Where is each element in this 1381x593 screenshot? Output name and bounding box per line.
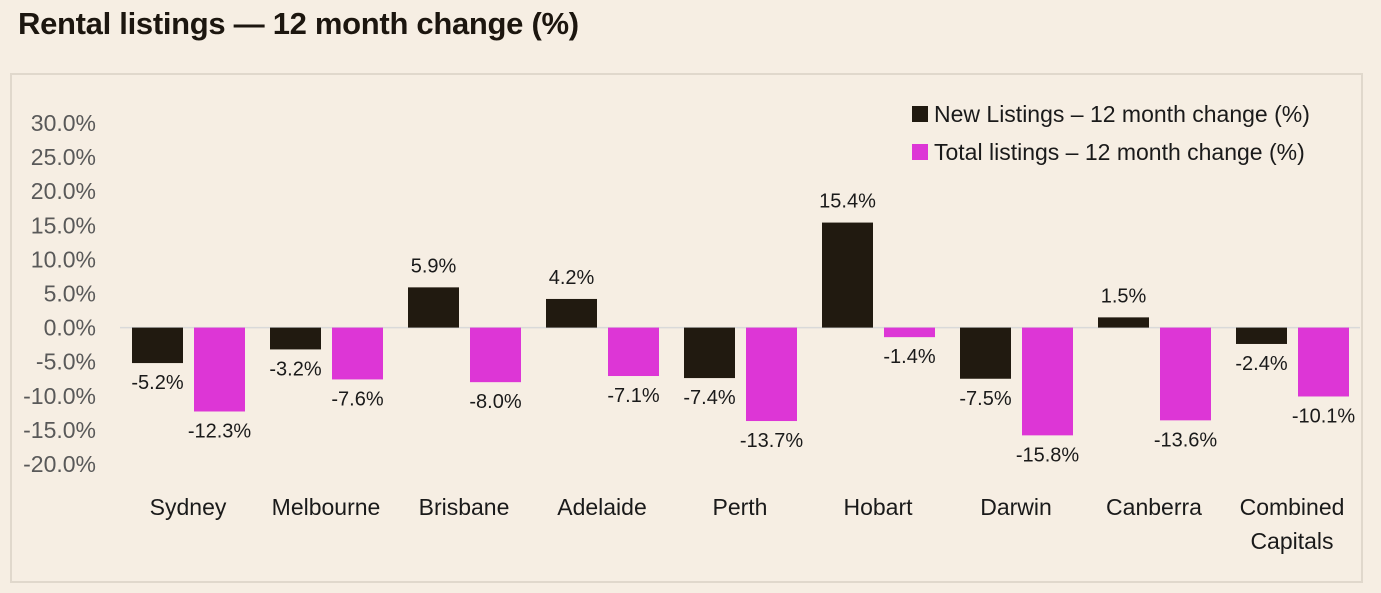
data-label: -7.6% — [331, 388, 383, 410]
bar-new — [546, 298, 597, 328]
y-tick-label: -20.0% — [23, 451, 96, 477]
bar-total — [470, 327, 521, 383]
data-label: 5.9% — [411, 255, 457, 277]
y-tick-label: 10.0% — [31, 246, 96, 272]
bar-new — [132, 327, 183, 364]
legend: New Listings – 12 month change (%) Total … — [912, 101, 1310, 165]
y-tick-label: 20.0% — [31, 178, 96, 204]
legend-label: Total listings – 12 month change (%) — [934, 139, 1305, 165]
data-label: -1.4% — [883, 346, 935, 368]
data-label: -3.2% — [269, 358, 321, 380]
y-tick-label: -15.0% — [23, 417, 96, 443]
data-label: 4.2% — [549, 267, 595, 289]
data-label: 1.5% — [1101, 285, 1147, 307]
y-tick-label: -5.0% — [36, 349, 96, 375]
category-label: Darwin — [980, 494, 1052, 520]
bar-total — [1160, 327, 1211, 421]
bar-new — [408, 287, 459, 328]
data-label: -5.2% — [131, 372, 183, 394]
bar-total — [608, 327, 659, 377]
y-tick-label: -10.0% — [23, 383, 96, 409]
y-tick-label: 25.0% — [31, 144, 96, 170]
y-tick-label: 30.0% — [31, 110, 96, 136]
bar-total — [1298, 327, 1349, 397]
bar-new — [822, 222, 873, 328]
bar-new — [684, 327, 735, 379]
bar-total — [746, 327, 797, 422]
data-label: -13.6% — [1154, 429, 1218, 451]
category-label: Hobart — [843, 494, 913, 520]
bar-new — [1236, 327, 1287, 344]
data-label: -13.7% — [740, 430, 804, 452]
data-label: 15.4% — [819, 191, 876, 213]
bar-total — [194, 327, 245, 412]
legend-swatch — [912, 144, 928, 160]
category-label: Combined Capitals — [1240, 494, 1345, 554]
legend-swatch — [912, 106, 928, 122]
data-label: -15.8% — [1016, 444, 1080, 466]
data-label: -2.4% — [1235, 353, 1287, 375]
y-tick-label: 15.0% — [31, 212, 96, 238]
category-label: Sydney — [150, 494, 227, 520]
category-label: Canberra — [1106, 494, 1202, 520]
bar-new — [1098, 317, 1149, 328]
y-tick-label: 5.0% — [44, 281, 96, 307]
data-label: -7.5% — [959, 388, 1011, 410]
bar-total — [884, 327, 935, 338]
data-label: -10.1% — [1292, 405, 1356, 427]
bar-new — [960, 327, 1011, 379]
category-label: Perth — [713, 494, 768, 520]
category-label: Adelaide — [557, 494, 647, 520]
bar-new — [270, 327, 321, 350]
data-label: -7.4% — [683, 387, 735, 409]
chart-title: Rental listings — 12 month change (%) — [18, 6, 579, 41]
y-tick-label: 0.0% — [44, 315, 96, 341]
data-label: -7.1% — [607, 385, 659, 407]
bars: -5.2% -3.2% 5.9% 4.2% -7.4% 15.4% -7.5% 1.5% -2.… — [131, 191, 1355, 467]
chart-frame — [10, 73, 1363, 583]
bar-total — [332, 327, 383, 380]
legend-label: New Listings – 12 month change (%) — [934, 101, 1310, 127]
category-label: Brisbane — [419, 494, 510, 520]
x-axis-categories: Sydney Melbourne Brisbane Adelaide Perth Hoba… — [150, 494, 1345, 554]
data-label: -12.3% — [188, 420, 252, 442]
y-axis: 30.0% 25.0% 20.0% 15.0% 10.0% 5.0% 0.0% -5.0% -1… — [23, 110, 96, 477]
data-label: -8.0% — [469, 391, 521, 413]
category-label: Melbourne — [272, 494, 381, 520]
bar-total — [1022, 327, 1073, 436]
